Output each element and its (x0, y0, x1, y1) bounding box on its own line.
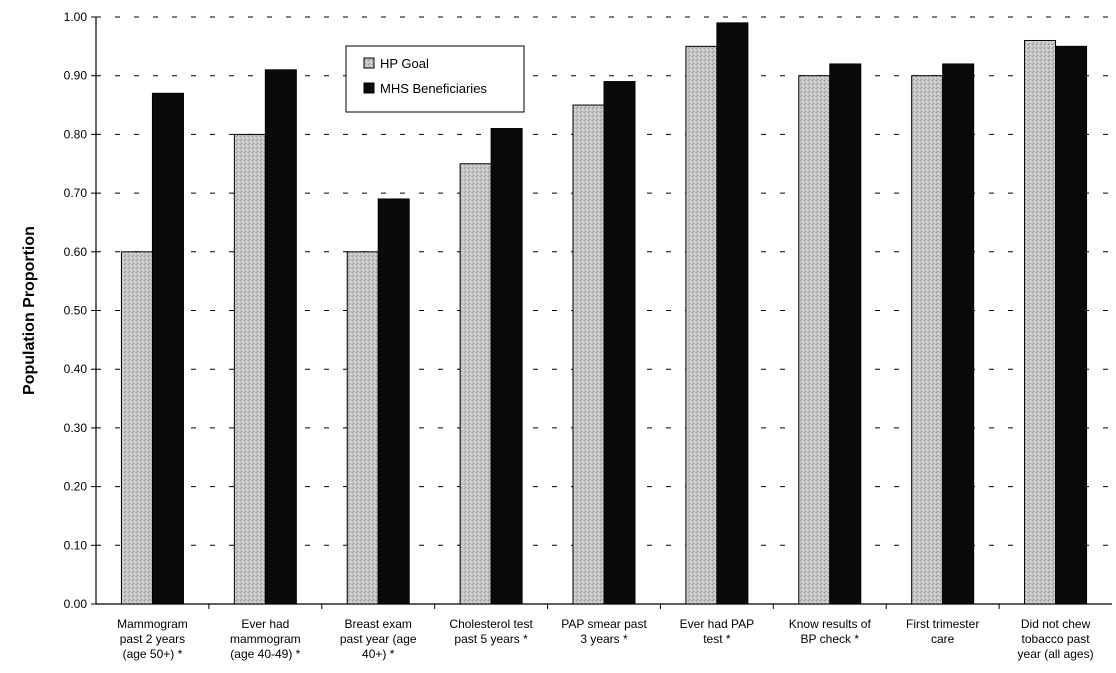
y-tick-label: 0.40 (64, 362, 88, 376)
bar-hp-goal (911, 75, 944, 605)
bar-mhs-beneficiaries (716, 22, 749, 605)
y-tick-label: 0.30 (64, 421, 88, 435)
bar-hp-goal (572, 104, 605, 605)
bar-mhs-beneficiaries (942, 63, 975, 605)
bar-mhs-beneficiaries (151, 92, 184, 605)
bar-hp-goal (233, 133, 266, 605)
legend-box (345, 45, 525, 113)
bar-mhs-beneficiaries (1055, 45, 1088, 605)
bar-mhs-beneficiaries (264, 69, 297, 605)
bar-hp-goal (1024, 39, 1057, 605)
x-tick-label: Ever had PAP test * (680, 617, 754, 646)
legend-swatch (363, 57, 375, 69)
bar-mhs-beneficiaries (603, 81, 636, 605)
legend: HP Goal MHS Beneficiaries (345, 45, 525, 113)
y-tick-label: 0.50 (64, 304, 88, 318)
bar-hp-goal (685, 45, 718, 605)
y-tick-label: 0.20 (64, 480, 88, 494)
x-tick-label: Cholesterol test past 5 years * (449, 617, 533, 646)
bar-hp-goal (459, 163, 492, 605)
bar-hp-goal (346, 251, 379, 605)
x-tick-label: First trimester care (906, 617, 979, 646)
y-tick-label: 0.10 (64, 538, 88, 552)
y-axis-label: Population Proportion (21, 226, 38, 395)
legend-label: HP Goal (380, 56, 429, 71)
x-tick-label: Ever had mammogram (age 40-49) * (230, 617, 301, 661)
legend-label: MHS Beneficiaries (380, 81, 487, 96)
x-tick-label: PAP smear past 3 years * (561, 617, 647, 646)
category-labels: Mammogram past 2 years (age 50+) * Ever had… (117, 617, 1093, 661)
y-tick-label: 0.80 (64, 127, 88, 141)
y-tick-label: 0.60 (64, 245, 88, 259)
bar-hp-goal (798, 75, 831, 605)
legend-swatch (363, 82, 375, 94)
x-tick-label: Breast exam past year (age 40+) * (340, 617, 417, 661)
x-tick-label: Know results of BP check * (789, 617, 872, 646)
y-tick-label: 1.00 (64, 10, 88, 24)
x-tick-label: Did not chew tobacco past year (all ages) (1018, 617, 1094, 661)
bar-hp-goal (120, 251, 153, 605)
bar-mhs-beneficiaries (829, 63, 862, 605)
x-tick-label: Mammogram past 2 years (age 50+) * (117, 617, 188, 661)
y-tick-label: 0.90 (64, 69, 88, 83)
y-tick-label: 0.70 (64, 186, 88, 200)
bar-mhs-beneficiaries (377, 198, 410, 605)
bars (120, 22, 1088, 605)
bar-mhs-beneficiaries (490, 128, 523, 605)
y-tick-label: 0.00 (64, 597, 88, 611)
